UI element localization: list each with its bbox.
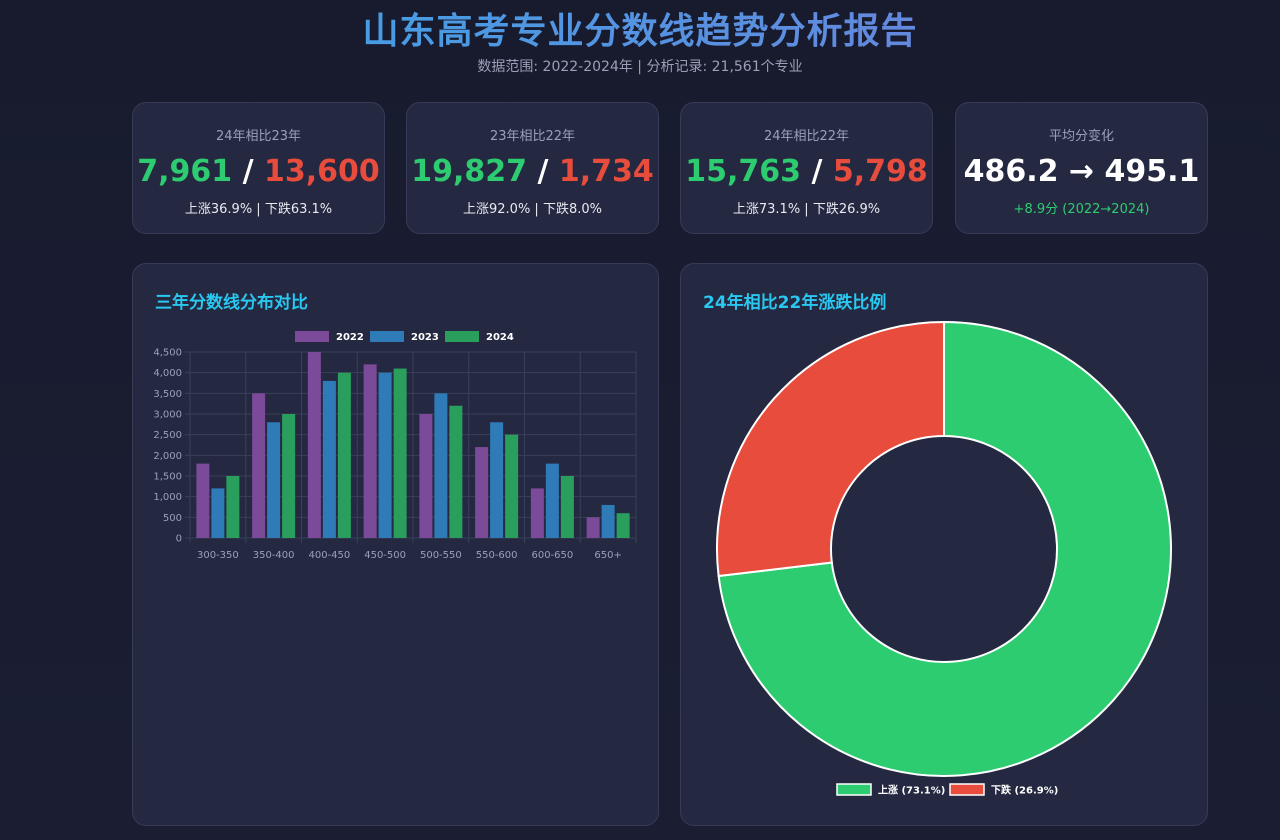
y-tick-label: 3,500 <box>153 389 182 400</box>
stat-card-detail: 上涨36.9% | 下跌63.1% <box>184 202 333 217</box>
legend-swatch-2022 <box>295 331 329 342</box>
donut-chart-panel: 24年相比22年涨跌比例 上涨 (73.1%) 下跌 (26.9%) <box>680 263 1208 826</box>
bar-chart-panel: 三年分数线分布对比 2022 2023 2024 0 500 1,000 1,500 2,00… <box>132 263 659 826</box>
legend-swatch-2023 <box>370 331 404 342</box>
x-tick-label: 300-350 <box>197 550 239 561</box>
donut-chart: 上涨 (73.1%) 下跌 (26.9%) <box>716 320 1172 797</box>
donut-slice-0 <box>717 320 1172 777</box>
x-tick-label: 350-400 <box>253 550 295 561</box>
y-tick-label: 4,500 <box>153 348 182 359</box>
bar-2023-350-400 <box>267 422 281 538</box>
y-tick-label: 3,000 <box>153 410 182 421</box>
bar-2023-400-450 <box>322 380 336 538</box>
stat-card-value: 19,827 / 1,734 <box>407 154 658 190</box>
bar-2022-450-500 <box>363 364 377 538</box>
up-count: 15,763 <box>685 154 801 189</box>
legend-label-2024: 2024 <box>486 332 514 343</box>
stat-card-24-vs-23: 24年相比23年 7,961 / 13,600 上涨36.9% | 下跌63.1… <box>132 102 385 234</box>
stat-card-value: 7,961 / 13,600 <box>133 154 384 190</box>
bar-2024-600-650 <box>560 476 574 538</box>
stat-card-value: 486.2 → 495.1 <box>963 154 1200 189</box>
stat-card-detail: 上涨73.1% | 下跌26.9% <box>732 202 881 217</box>
donut-slice-1 <box>716 320 945 578</box>
bar-2022-500-550 <box>419 414 433 538</box>
bar-2023-650+ <box>601 504 615 538</box>
stat-card-24-vs-22: 24年相比22年 15,763 / 5,798 上涨73.1% | 下跌26.9… <box>680 102 933 234</box>
donut-legend-swatch-0 <box>836 783 872 796</box>
bar-2022-550-600 <box>475 447 489 538</box>
legend-label-2022: 2022 <box>336 332 364 343</box>
donut-legend-label-1: 下跌 (26.9%) <box>991 784 1058 797</box>
bar-2022-600-650 <box>530 488 544 538</box>
x-tick-label: 600-650 <box>531 550 573 561</box>
down-count: 1,734 <box>558 154 654 189</box>
y-tick-label: 4,000 <box>153 368 182 379</box>
stat-card-label: 24年相比23年 <box>215 129 302 144</box>
stat-card-23-vs-22: 23年相比22年 19,827 / 1,734 上涨92.0% | 下跌8.0% <box>406 102 659 234</box>
down-count: 13,600 <box>263 154 380 189</box>
bar-2023-450-500 <box>378 372 392 538</box>
bar-2022-300-350 <box>196 463 210 538</box>
y-tick-label: 500 <box>163 513 182 524</box>
bar-2024-300-350 <box>226 476 240 538</box>
donut-chart-title: 24年相比22年涨跌比例 <box>703 293 887 313</box>
bar-2022-400-450 <box>307 352 321 538</box>
bar-2023-600-650 <box>545 463 559 538</box>
page-subtitle: 数据范围: 2022-2024年 | 分析记录: 21,561个专业 <box>477 59 803 75</box>
bar-2022-350-400 <box>252 393 266 538</box>
bar-2023-550-600 <box>490 422 504 538</box>
bar-2024-550-600 <box>505 434 519 538</box>
stat-card-detail: +8.9分 (2022→2024) <box>1013 202 1150 217</box>
x-tick-label: 550-600 <box>476 550 518 561</box>
value-separator: / <box>232 154 264 189</box>
bar-2024-500-550 <box>449 405 463 538</box>
bar-2024-400-450 <box>337 372 351 538</box>
value-separator: / <box>527 154 559 189</box>
y-tick-label: 2,000 <box>153 451 182 462</box>
x-tick-label: 450-500 <box>364 550 406 561</box>
bar-2023-500-550 <box>434 393 448 538</box>
legend-swatch-2024 <box>445 331 479 342</box>
value-separator: / <box>801 154 833 189</box>
down-count: 5,798 <box>832 154 928 189</box>
bar-2024-350-400 <box>282 414 296 538</box>
x-tick-label: 500-550 <box>420 550 462 561</box>
stat-card-label: 平均分变化 <box>1048 129 1114 144</box>
bar-chart: 2022 2023 2024 0 500 1,000 1,500 2,000 2,500 3,00… <box>153 331 637 561</box>
up-count: 19,827 <box>411 154 527 189</box>
legend-label-2023: 2023 <box>411 332 439 343</box>
stat-card-label: 24年相比22年 <box>763 129 850 144</box>
y-tick-label: 0 <box>176 534 182 545</box>
x-tick-label: 400-450 <box>308 550 350 561</box>
bar-2023-300-350 <box>211 488 225 538</box>
stat-card-label: 23年相比22年 <box>489 129 576 144</box>
y-tick-label: 1,500 <box>153 472 182 483</box>
bar-chart-title: 三年分数线分布对比 <box>155 293 308 313</box>
stat-card-detail: 上涨92.0% | 下跌8.0% <box>463 202 602 217</box>
y-tick-label: 1,000 <box>153 492 182 503</box>
bar-2022-650+ <box>586 517 600 538</box>
up-count: 7,961 <box>137 154 233 189</box>
x-tick-label: 650+ <box>594 550 621 561</box>
stat-card-value: 15,763 / 5,798 <box>681 154 932 190</box>
donut-legend-swatch-1 <box>949 783 985 796</box>
donut-legend-label-0: 上涨 (73.1%) <box>878 784 945 797</box>
page-title: 山东高考专业分数线趋势分析报告 <box>0 2 1280 54</box>
y-tick-label: 2,500 <box>153 430 182 441</box>
bar-2024-450-500 <box>393 368 407 538</box>
bar-2024-650+ <box>616 513 630 538</box>
stat-card-average-change: 平均分变化 486.2 → 495.1 +8.9分 (2022→2024) <box>955 102 1208 234</box>
